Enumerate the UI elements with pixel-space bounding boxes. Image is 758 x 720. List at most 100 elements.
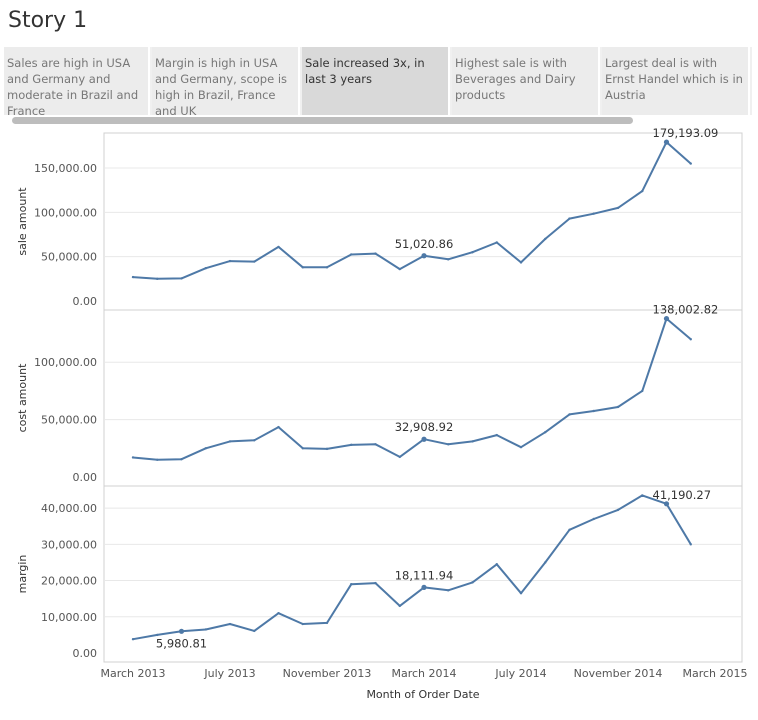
cost-amount-point <box>544 431 547 434</box>
cost-amount-point <box>519 445 523 449</box>
sale-amount-point <box>350 253 353 256</box>
cost-amount-point <box>301 447 304 450</box>
x-tick-label: July 2013 <box>203 667 255 680</box>
cost-amount-point <box>592 409 595 413</box>
sale-amount-point <box>180 277 183 280</box>
cost-amount-point <box>277 425 280 429</box>
cost-amount-point <box>398 455 401 459</box>
margin-point <box>616 508 620 512</box>
highlight-marker <box>663 315 670 322</box>
y-tick-label: 0.00 <box>73 295 98 308</box>
margin-point <box>495 563 498 566</box>
margin-point <box>301 622 304 626</box>
story-title: Story 1 <box>8 8 88 33</box>
sale-amount-point <box>398 267 401 271</box>
sale-amount-point <box>253 260 256 263</box>
margin-point <box>641 494 644 497</box>
data-label: 32,908.92 <box>395 420 454 434</box>
x-tick-label: March 2013 <box>100 667 165 680</box>
margin-point <box>398 604 401 608</box>
cost-amount-point <box>689 338 692 341</box>
story-tab-1[interactable]: Sales are high in USA and Germany and mo… <box>4 47 150 115</box>
story-tab-3[interactable]: Sale increased 3x, in last 3 years <box>302 47 450 115</box>
cost-amount-point <box>374 443 377 446</box>
sale-amount-point <box>374 252 377 255</box>
y-tick-label: 100,000.00 <box>34 356 97 369</box>
margin-point <box>325 621 329 625</box>
sale-amount-point <box>156 277 159 281</box>
sale-amount-point <box>689 162 692 165</box>
cost-amount-point <box>325 447 329 451</box>
highlight-marker <box>421 584 427 590</box>
cost-amount-point <box>616 405 620 409</box>
cost-amount-point <box>495 433 498 437</box>
data-label: 138,002.82 <box>653 303 719 317</box>
data-label: 5,980.81 <box>156 636 207 650</box>
y-tick-label: 30,000.00 <box>41 538 97 551</box>
sale-amount-line <box>132 141 692 280</box>
margin-point <box>131 638 135 641</box>
margin-point <box>204 628 207 631</box>
y-tick-label: 0.00 <box>73 471 98 484</box>
y-tick-label: 0.00 <box>73 647 98 660</box>
y-tick-label: 40,000.00 <box>41 502 97 515</box>
tabs-scrollbar[interactable] <box>12 117 633 124</box>
sale-amount-point <box>447 258 450 261</box>
story-tabs: Sales are high in USA and Germany and mo… <box>4 47 752 115</box>
highlight-marker <box>178 628 185 634</box>
margin-point <box>544 561 547 564</box>
sale-amount-point <box>204 267 207 270</box>
y-tick-label: 100,000.00 <box>34 206 97 219</box>
story-tab-2[interactable]: Margin is high in USA and Germany, scope… <box>152 47 300 115</box>
cost-amount-line <box>132 317 692 461</box>
highlight-marker <box>421 436 427 442</box>
x-tick-label: March 2015 <box>682 667 747 680</box>
y-axis-title: margin <box>16 555 29 594</box>
sale-amount-point <box>471 251 474 254</box>
sale-amount-point <box>544 237 547 241</box>
sale-amount-point <box>277 245 280 249</box>
story-tab-5[interactable]: Largest deal is with Ernst Handel which … <box>602 47 750 115</box>
highlight-marker <box>421 253 427 259</box>
highlight-marker <box>663 501 670 507</box>
margin-point <box>689 543 692 546</box>
cost-amount-point <box>131 456 135 459</box>
story-tab-4[interactable]: Highest sale is with Beverages and Dairy… <box>452 47 600 115</box>
margin-line <box>132 494 692 641</box>
cost-amount-point <box>204 447 207 450</box>
margin-point <box>277 611 280 615</box>
cost-amount-point <box>350 443 353 447</box>
sale-amount-point <box>495 241 498 244</box>
y-tick-label: 50,000.00 <box>41 414 97 427</box>
chart-frame <box>103 132 743 663</box>
cost-amount-point <box>471 440 474 443</box>
y-tick-label: 10,000.00 <box>41 611 97 624</box>
margin-point <box>374 581 377 585</box>
y-axis-title: cost amount <box>16 363 29 432</box>
y-axis-title: sale amount <box>16 187 29 256</box>
margin-point <box>592 517 595 521</box>
x-tick-label: November 2014 <box>574 667 663 680</box>
x-tick-label: November 2013 <box>283 667 372 680</box>
highlight-marker <box>663 139 670 145</box>
x-tick-label: July 2014 <box>494 667 546 680</box>
sale-amount-point <box>131 275 135 279</box>
sale-amount-point <box>592 212 595 215</box>
y-tick-label: 50,000.00 <box>41 251 97 264</box>
sale-amount-point <box>519 261 523 264</box>
sale-amount-point <box>228 259 232 263</box>
cost-amount-point <box>641 389 644 393</box>
cost-amount-point <box>568 413 571 416</box>
margin-point <box>228 622 232 626</box>
sale-amount-point <box>641 189 644 193</box>
sale-amount-point <box>616 206 620 210</box>
x-axis-title: Month of Order Date <box>366 688 479 701</box>
cost-amount-point <box>253 439 256 442</box>
sale-amount-point <box>325 266 329 269</box>
margin-point <box>253 629 256 633</box>
x-tick-label: March 2014 <box>391 667 456 680</box>
cost-amount-point <box>156 458 159 461</box>
margin-point <box>447 589 450 592</box>
data-label: 179,193.09 <box>653 126 719 140</box>
